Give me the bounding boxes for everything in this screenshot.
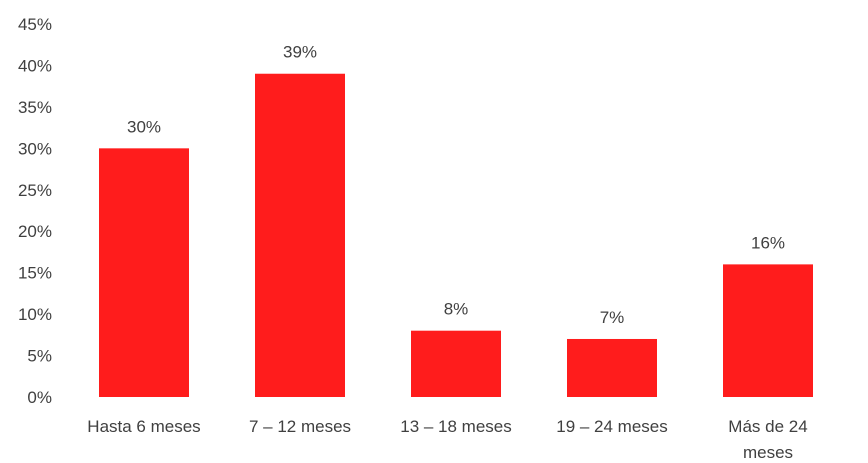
- bars: [99, 73, 813, 397]
- y-tick-label: 45%: [18, 15, 52, 34]
- y-tick-label: 15%: [18, 264, 52, 283]
- y-tick-label: 35%: [18, 98, 52, 117]
- data-labels: 30% 39% 8% 7% 16%: [127, 43, 785, 327]
- x-tick-label: Hasta 6 meses: [87, 417, 200, 436]
- y-axis: 0% 5% 10% 15% 20% 25% 30% 35% 40% 45%: [18, 15, 52, 407]
- x-tick-label: Más de 24 meses: [728, 417, 807, 462]
- bar: [567, 338, 657, 397]
- y-tick-label: 20%: [18, 222, 52, 241]
- y-tick-label: 10%: [18, 305, 52, 324]
- x-tick-label: 13 – 18 meses: [400, 417, 512, 436]
- y-tick-label: 25%: [18, 181, 52, 200]
- x-tick-label: 19 – 24 meses: [556, 417, 668, 436]
- y-tick-label: 0%: [27, 388, 52, 407]
- data-label: 30%: [127, 117, 161, 136]
- data-label: 39%: [283, 43, 317, 62]
- bar: [255, 73, 345, 397]
- bar: [723, 264, 813, 397]
- data-label: 16%: [751, 233, 785, 252]
- y-tick-label: 5%: [27, 347, 52, 366]
- x-tick-label: 7 – 12 meses: [249, 417, 351, 436]
- data-label: 8%: [444, 300, 469, 319]
- x-axis: Hasta 6 meses 7 – 12 meses 13 – 18 meses 19…: [87, 417, 807, 462]
- data-label: 7%: [600, 308, 625, 327]
- y-tick-label: 40%: [18, 56, 52, 75]
- y-tick-label: 30%: [18, 139, 52, 158]
- bar: [99, 148, 189, 397]
- bar: [411, 330, 501, 397]
